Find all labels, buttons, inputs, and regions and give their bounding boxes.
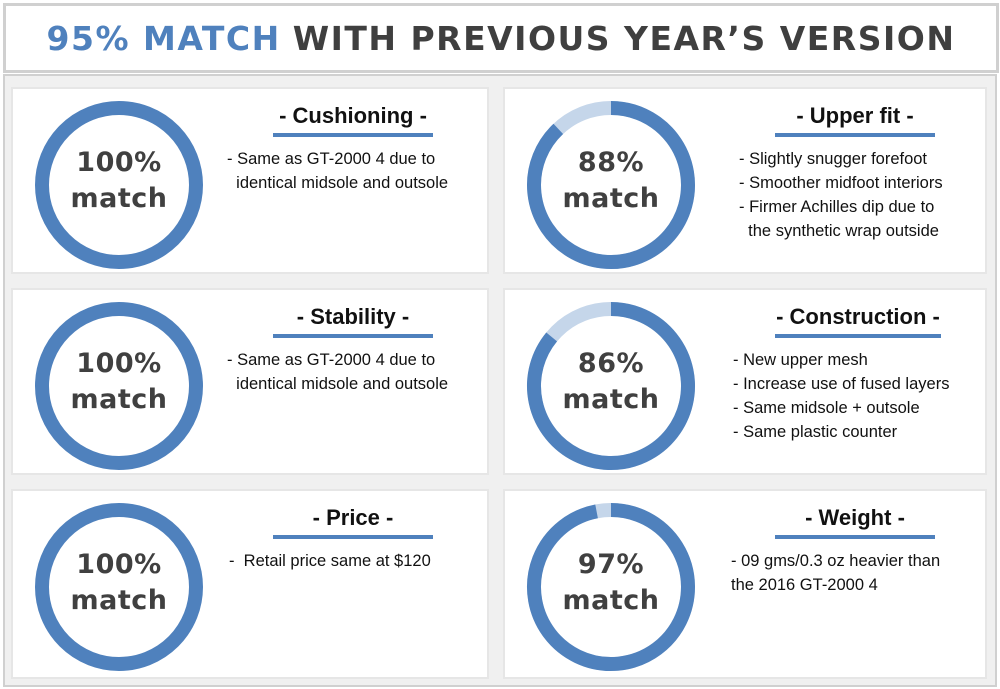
percent-label: 97%	[577, 549, 645, 580]
bullet-item: the 2016 GT-2000 4	[731, 576, 878, 594]
page-title: 95% MATCH WITH PREVIOUS YEAR’S VERSION	[3, 3, 999, 73]
percent-label: 100%	[76, 147, 162, 178]
heading-underline	[775, 133, 935, 137]
bullet-item: identical midsole and outsole	[227, 375, 449, 393]
match-label: match	[70, 183, 168, 214]
bullet-list: - 09 gms/0.3 oz heavier than the 2016 GT-…	[731, 549, 940, 597]
match-ring	[35, 101, 203, 269]
ring-remainder	[35, 302, 203, 470]
card-heading: - Upper fit -	[796, 103, 914, 128]
match-label: match	[70, 585, 168, 616]
heading-underline	[273, 334, 433, 338]
ring-fill	[527, 101, 695, 269]
card-heading: - Construction -	[776, 304, 940, 329]
match-ring	[35, 503, 203, 671]
heading-underline	[273, 133, 433, 137]
bullet-list: - Slightly snugger forefoot - Smoother mi…	[739, 147, 943, 243]
bullet-item: - Firmer Achilles dip due to	[739, 198, 935, 216]
card-construction: 86% match - Construction - - New upper mesh…	[503, 288, 987, 475]
match-label: match	[562, 183, 660, 214]
card-heading: - Cushioning -	[279, 103, 427, 128]
percent-label: 88%	[577, 147, 645, 178]
ring-remainder	[35, 101, 203, 269]
match-label: match	[562, 384, 660, 415]
card-cushioning: 100% match - Cushioning - - Same as GT-2000…	[11, 87, 489, 274]
card-weight: 97% match - Weight - - 09 gms/0.3 oz heavie…	[503, 489, 987, 679]
card-heading: - Price -	[312, 505, 394, 530]
card-heading: - Stability -	[296, 304, 410, 329]
bullet-list: - New upper mesh - Increase use of fused …	[733, 348, 949, 444]
bullet-item: - Same plastic counter	[733, 423, 898, 441]
heading-underline	[775, 334, 941, 338]
match-label: match	[562, 585, 660, 616]
title-rest: WITH PREVIOUS YEAR’S VERSION	[292, 18, 956, 58]
percent-label: 100%	[76, 348, 162, 379]
bullet-item: identical midsole and outsole	[227, 174, 449, 192]
ring-fill	[527, 302, 695, 470]
heading-underline	[775, 535, 935, 539]
bullet-item: - New upper mesh	[733, 351, 868, 369]
bullet-item: - Slightly snugger forefoot	[739, 150, 928, 168]
bullet-list: - Retail price same at $120	[229, 549, 431, 573]
bullet-item: the synthetic wrap outside	[739, 222, 939, 240]
bullet-item: - Same midsole + outsole	[733, 399, 920, 417]
percent-label: 100%	[76, 549, 162, 580]
bullet-item: - 09 gms/0.3 oz heavier than	[731, 552, 941, 570]
title-accent: 95% MATCH	[46, 18, 281, 58]
match-ring	[527, 503, 695, 671]
card-heading: - Weight -	[805, 505, 905, 530]
match-ring	[35, 302, 203, 470]
card-upperfit: 88% match - Upper fit - - Slightly snugger …	[503, 87, 987, 274]
ring-fill	[527, 503, 695, 671]
card-price: 100% match - Price - - Retail price same at…	[11, 489, 489, 679]
heading-underline	[273, 535, 433, 539]
bullet-item: - Increase use of fused layers	[733, 375, 950, 393]
ring-remainder	[35, 503, 203, 671]
bullet-item: - Same as GT-2000 4 due to	[227, 351, 436, 369]
bullet-item: - Smoother midfoot interiors	[739, 174, 943, 192]
bullet-list: - Same as GT-2000 4 due to identical mid…	[227, 348, 448, 396]
bullet-list: - Same as GT-2000 4 due to identical mid…	[227, 147, 448, 195]
card-stability: 100% match - Stability - - Same as GT-2000 …	[11, 288, 489, 475]
match-ring	[527, 302, 695, 470]
bullet-item: - Same as GT-2000 4 due to	[227, 150, 436, 168]
match-label: match	[70, 384, 168, 415]
bullet-item: - Retail price same at $120	[229, 552, 431, 570]
match-ring	[527, 101, 695, 269]
percent-label: 86%	[577, 348, 645, 379]
